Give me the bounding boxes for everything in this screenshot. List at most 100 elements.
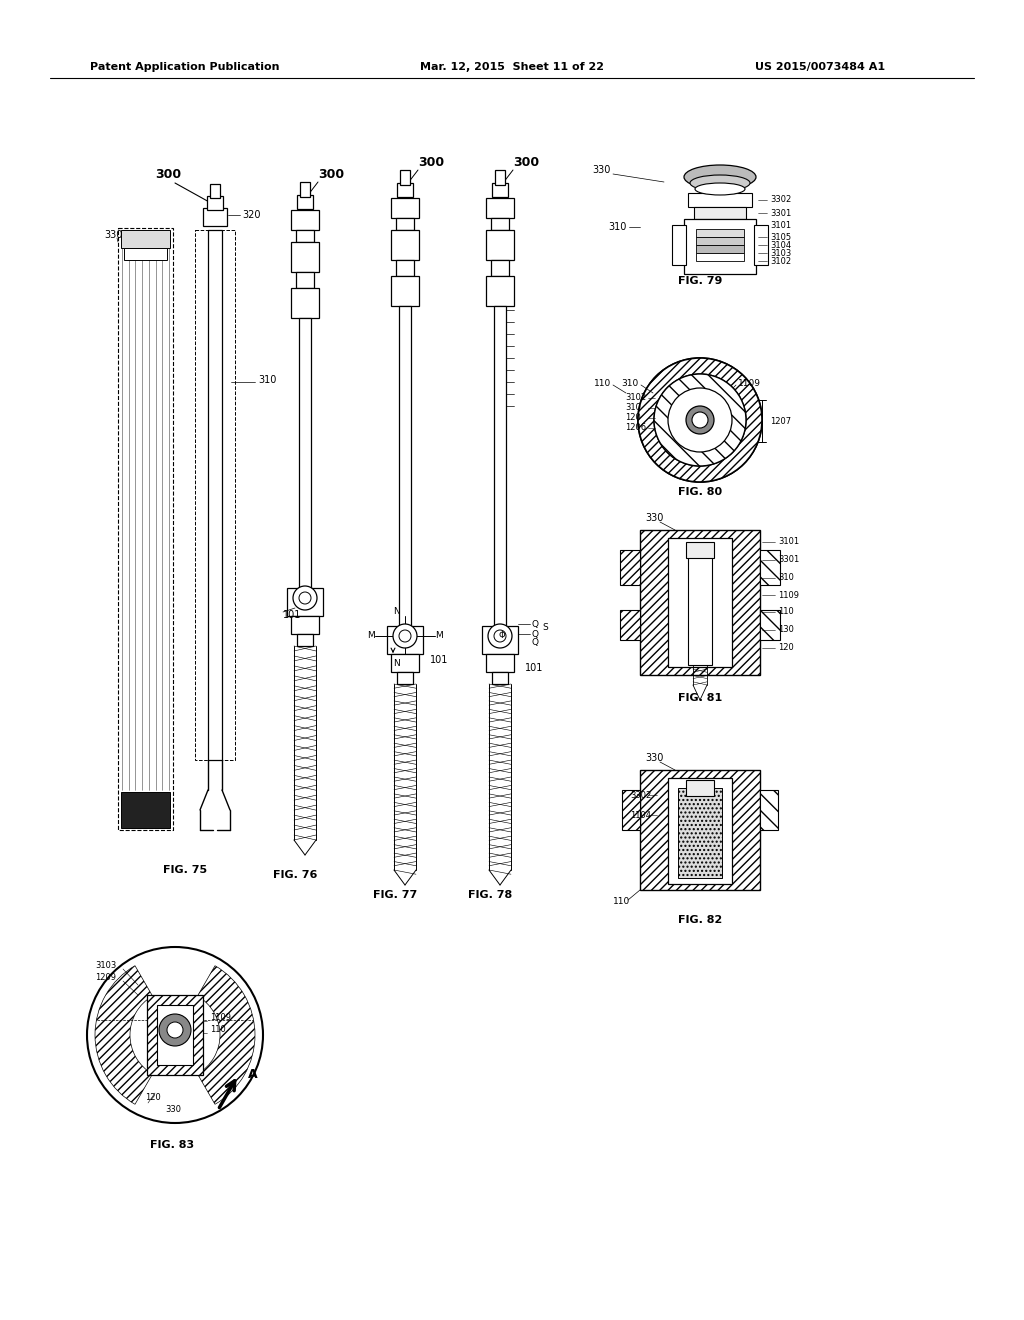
Text: FIG. 82: FIG. 82	[678, 915, 722, 925]
Circle shape	[668, 388, 732, 451]
Bar	[620, 550, 640, 585]
Text: 330: 330	[592, 165, 610, 176]
Text: Q: Q	[532, 638, 539, 647]
Text: US 2015/0073484 A1: US 2015/0073484 A1	[755, 62, 885, 73]
Text: FIG. 77: FIG. 77	[373, 890, 417, 900]
Bar	[694, 207, 746, 219]
Bar	[297, 195, 313, 209]
Bar	[397, 672, 413, 684]
Text: 300: 300	[513, 156, 539, 169]
Text: 330: 330	[645, 752, 664, 763]
Bar	[760, 610, 780, 640]
Bar	[399, 306, 411, 626]
Text: 3103: 3103	[770, 248, 792, 257]
Bar	[696, 228, 744, 238]
Bar	[299, 318, 311, 587]
Text: 130: 130	[778, 626, 794, 635]
Ellipse shape	[684, 165, 756, 189]
Bar	[672, 224, 686, 265]
Wedge shape	[198, 966, 255, 1105]
Bar	[640, 531, 760, 675]
Bar	[490, 218, 509, 230]
Text: 3302: 3302	[630, 791, 651, 800]
Text: 3103: 3103	[95, 961, 117, 969]
Text: 3102: 3102	[625, 393, 646, 403]
Text: 110: 110	[594, 379, 611, 388]
Text: 310: 310	[778, 573, 794, 582]
Bar	[287, 587, 323, 616]
Text: 310: 310	[625, 404, 641, 412]
Circle shape	[393, 624, 417, 648]
Bar	[495, 170, 505, 185]
Bar	[486, 276, 514, 306]
Circle shape	[167, 1022, 183, 1038]
Bar	[760, 550, 780, 585]
Bar	[696, 253, 744, 261]
Bar	[686, 780, 714, 796]
Bar	[291, 288, 319, 318]
Text: FIG. 81: FIG. 81	[678, 693, 722, 704]
Bar	[688, 550, 712, 665]
Text: 3104: 3104	[770, 240, 792, 249]
Bar	[391, 276, 419, 306]
Text: 300: 300	[155, 169, 181, 181]
Bar	[203, 209, 227, 226]
Bar	[210, 183, 220, 198]
Bar	[396, 260, 414, 276]
Text: N: N	[393, 660, 400, 668]
Bar	[121, 792, 170, 828]
Bar	[668, 539, 732, 667]
Bar	[678, 788, 722, 878]
Text: FIG. 76: FIG. 76	[272, 870, 317, 880]
Text: 1104: 1104	[630, 810, 651, 820]
Text: 120: 120	[145, 1093, 161, 1101]
Bar	[688, 193, 752, 207]
Text: Φ: Φ	[499, 631, 505, 640]
Bar	[486, 653, 514, 672]
Circle shape	[654, 374, 746, 466]
Wedge shape	[95, 966, 153, 1105]
Circle shape	[654, 374, 746, 466]
Bar	[668, 777, 732, 884]
Text: Mar. 12, 2015  Sheet 11 of 22: Mar. 12, 2015 Sheet 11 of 22	[420, 62, 604, 73]
Bar	[207, 195, 223, 210]
Text: 330: 330	[645, 513, 664, 523]
Text: 110: 110	[778, 607, 794, 616]
Text: 101: 101	[283, 610, 301, 620]
Circle shape	[87, 946, 263, 1123]
Bar	[397, 183, 413, 197]
Circle shape	[686, 407, 714, 434]
Text: Q: Q	[532, 619, 539, 628]
Bar	[291, 616, 319, 634]
Text: Patent Application Publication: Patent Application Publication	[90, 62, 280, 73]
Text: 3102: 3102	[770, 256, 792, 265]
Text: 310: 310	[621, 379, 638, 388]
Bar	[760, 789, 778, 830]
Bar	[195, 230, 234, 760]
Text: 3301: 3301	[778, 556, 800, 565]
Bar	[396, 218, 414, 230]
Bar	[696, 238, 744, 246]
Text: S: S	[542, 623, 548, 632]
Text: 330: 330	[165, 1105, 181, 1114]
Bar	[686, 543, 714, 558]
Text: 3301: 3301	[770, 209, 792, 218]
Bar	[300, 182, 310, 197]
Ellipse shape	[690, 176, 750, 191]
Text: 3105: 3105	[770, 232, 792, 242]
Text: M: M	[435, 631, 442, 640]
Text: FIG. 80: FIG. 80	[678, 487, 722, 498]
Bar	[492, 672, 508, 684]
Bar	[147, 995, 203, 1074]
Text: 3101: 3101	[770, 220, 792, 230]
Bar	[622, 789, 640, 830]
Circle shape	[488, 624, 512, 648]
Bar	[492, 183, 508, 197]
Bar	[387, 626, 423, 653]
Bar	[696, 246, 744, 253]
Bar	[121, 230, 170, 248]
Bar	[157, 1005, 193, 1065]
Text: FIG. 79: FIG. 79	[678, 276, 722, 286]
Text: 120: 120	[625, 413, 641, 422]
Text: 110: 110	[613, 898, 630, 907]
